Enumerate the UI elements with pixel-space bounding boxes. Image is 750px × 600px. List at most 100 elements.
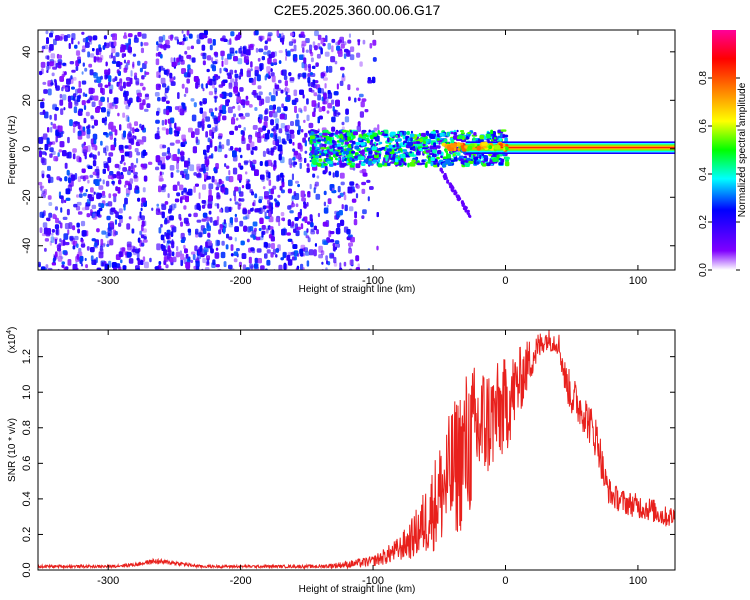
heatmap-cell — [218, 133, 223, 138]
heatmap-cell — [241, 135, 245, 142]
heatmap-cell — [158, 175, 163, 182]
heatmap-cell — [293, 89, 298, 97]
heatmap-cell — [170, 34, 173, 41]
heatmap-cell — [139, 102, 144, 110]
heatmap-cell — [58, 250, 62, 257]
heatmap-cell — [156, 207, 160, 212]
heatmap-cell — [254, 208, 260, 213]
heatmap-cell — [213, 167, 216, 172]
heatmap-cell — [289, 252, 295, 256]
heatmap-cell — [193, 186, 196, 193]
heatmap-cell — [155, 52, 158, 57]
heatmap-cell — [205, 116, 210, 122]
heatmap-cell — [407, 162, 410, 168]
heatmap-cell — [66, 78, 71, 85]
heatmap-cell — [293, 39, 296, 44]
heatmap-cell — [354, 212, 357, 219]
heatmap-cell — [139, 211, 142, 219]
heatmap-cell — [183, 174, 186, 179]
heatmap-cell — [46, 65, 50, 71]
heatmap-cell — [138, 98, 142, 103]
heatmap-cell — [234, 237, 237, 242]
heatmap-cell — [281, 40, 284, 45]
heatmap-cell — [114, 164, 119, 168]
heatmap-cell — [170, 117, 175, 124]
heatmap-cell — [54, 206, 58, 211]
heatmap-cell — [199, 121, 205, 126]
heatmap-cell — [266, 38, 272, 42]
heatmap-cell — [123, 53, 126, 57]
heatmap-cell — [128, 131, 132, 137]
heatmap-cell — [134, 135, 137, 140]
heatmap-cell — [230, 78, 235, 83]
heatmap-cell — [310, 82, 315, 88]
heatmap-cell — [316, 53, 321, 59]
heatmap-cell — [73, 106, 78, 114]
heatmap-cell — [214, 219, 219, 226]
heatmap-cell — [223, 261, 227, 268]
heatmap-cell — [283, 269, 285, 270]
heatmap-cell — [72, 97, 76, 101]
heatmap-cell — [206, 255, 210, 261]
heatmap-cell — [208, 183, 214, 190]
heatmap-cell — [92, 48, 95, 52]
heatmap-cell — [348, 248, 352, 254]
heatmap-cell — [268, 179, 272, 186]
heatmap-cell — [195, 228, 199, 235]
heatmap-cell — [310, 72, 313, 76]
heatmap-cell — [410, 130, 413, 134]
heatmap-cell — [206, 145, 210, 150]
heatmap-cell — [170, 57, 173, 63]
heatmap-cell — [60, 108, 64, 115]
heatmap-cell — [344, 144, 347, 148]
heatmap-cell — [303, 247, 308, 253]
heatmap-cell — [49, 61, 54, 67]
heatmap-cell — [263, 116, 269, 122]
heatmap-cell — [291, 196, 294, 202]
heatmap-cell — [105, 203, 109, 207]
heatmap-cell — [183, 257, 187, 264]
heatmap-cell — [75, 88, 78, 95]
heatmap-cell — [202, 212, 208, 218]
heatmap-cell — [314, 243, 317, 247]
heatmap-cell — [339, 80, 344, 86]
heatmap-cell — [271, 243, 275, 249]
heatmap-cell — [357, 39, 361, 43]
heatmap-cell — [202, 184, 207, 190]
heatmap-cell — [290, 48, 294, 52]
heatmap-cell — [276, 201, 280, 207]
heatmap-cell — [273, 167, 276, 171]
heatmap-cell — [247, 68, 251, 73]
heatmap-cell — [289, 164, 293, 168]
heatmap-cell — [291, 173, 294, 181]
heatmap-cell — [345, 108, 349, 115]
heatmap-cell — [287, 88, 290, 94]
heatmap-cell — [85, 36, 89, 43]
heatmap-cell — [258, 48, 264, 53]
heatmap-cell — [239, 87, 244, 92]
heatmap-cell — [237, 124, 242, 129]
heatmap-cell — [347, 39, 352, 44]
heatmap-cell — [57, 59, 63, 65]
heatmap-cell — [101, 230, 107, 235]
heatmap-cell — [160, 186, 165, 190]
heatmap-cell — [62, 150, 67, 157]
heatmap-cell — [103, 35, 107, 40]
heatmap-cell — [106, 108, 111, 115]
heatmap-cell — [59, 93, 63, 99]
heatmap-cell — [109, 171, 114, 176]
heatmap-cell — [185, 195, 189, 203]
heatmap-cell — [166, 233, 170, 240]
heatmap-cell — [90, 116, 95, 121]
heatmap-cell — [142, 256, 146, 262]
heatmap-cell — [92, 171, 97, 176]
heatmap-cell — [183, 93, 187, 97]
heatmap-cell — [210, 248, 214, 254]
heatmap-cell — [337, 185, 341, 193]
heatmap-cell — [324, 51, 330, 57]
heatmap-cell — [264, 45, 268, 51]
heatmap-cell — [193, 212, 198, 218]
heatmap-cell — [163, 255, 169, 262]
heatmap-cell — [250, 150, 254, 155]
heatmap-cell — [48, 212, 53, 218]
